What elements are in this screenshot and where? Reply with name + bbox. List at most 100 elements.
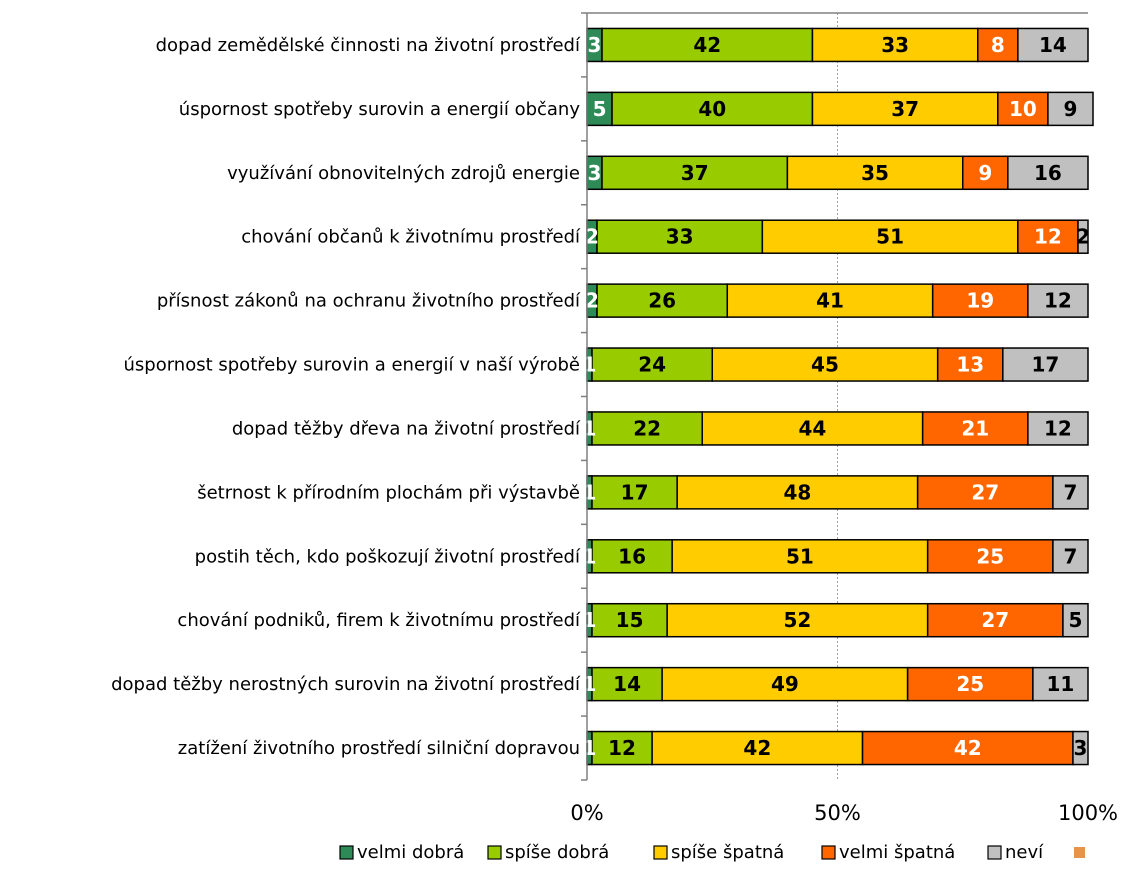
- legend-label: neví: [1005, 842, 1044, 863]
- bar-segment: [906, 666, 1034, 702]
- bar-segment: [596, 219, 764, 254]
- legend-swatch: [339, 845, 354, 860]
- category-label: využívání obnovitelných zdrojů energie: [227, 163, 580, 184]
- data-label: 33: [666, 225, 694, 249]
- x-tick-label: 50%: [814, 801, 861, 825]
- data-label: 5: [1069, 608, 1083, 632]
- data-label: 15: [616, 608, 644, 632]
- category-label: dopad zemědělské činnosti na životní pro…: [156, 35, 581, 56]
- data-label: 2: [1076, 225, 1090, 249]
- data-label: 12: [1044, 289, 1072, 313]
- data-label: 37: [681, 161, 709, 185]
- bars: [586, 27, 1094, 766]
- data-label: 14: [1039, 33, 1067, 57]
- category-labels: dopad zemědělské činnosti na životní pro…: [111, 35, 581, 759]
- bar-segment: [591, 666, 663, 702]
- data-label: 42: [743, 736, 771, 760]
- bar-segment: [936, 347, 1004, 382]
- category-label: dopad těžby dřeva na životní prostředí: [232, 418, 581, 439]
- bar-segment: [591, 602, 668, 638]
- data-label: 25: [956, 672, 984, 696]
- bar-segment: [1002, 347, 1089, 382]
- data-label: 42: [693, 33, 721, 57]
- data-label: 42: [954, 736, 982, 760]
- data-label: 1: [583, 672, 597, 696]
- data-label: 12: [1034, 225, 1062, 249]
- bar-segment: [711, 347, 939, 382]
- bar-segment: [586, 91, 613, 127]
- data-label: 8: [991, 33, 1005, 57]
- data-label: 3: [588, 33, 602, 57]
- bar-segment: [596, 283, 729, 318]
- bar-segment: [977, 27, 1019, 63]
- bar-segment: [962, 155, 1009, 191]
- data-label: 1: [583, 416, 597, 440]
- data-label: 16: [1034, 161, 1062, 185]
- bar-segment: [591, 411, 703, 446]
- category-label: zatížení životního prostředí silniční do…: [178, 738, 580, 759]
- bar-segment: [997, 91, 1049, 127]
- data-label: 41: [816, 289, 844, 313]
- data-label: 9: [1064, 97, 1078, 121]
- data-label: 51: [786, 544, 814, 568]
- data-label: 44: [799, 416, 827, 440]
- legend: velmi dobrá spíše dobrá spíše špatná velmi …: [339, 842, 1085, 863]
- bar-segment: [921, 411, 1029, 446]
- x-tick-labels: 0% 50% 100%: [570, 801, 1118, 825]
- bar-segment: [1047, 91, 1094, 127]
- legend-swatch: [487, 845, 502, 860]
- legend-label: velmi dobrá: [357, 842, 464, 863]
- category-label: úspornost spotřeby surovin a energií v n…: [123, 355, 580, 376]
- data-label: 48: [783, 480, 811, 504]
- category-label: šetrnost k přírodním plochám při výstavb…: [197, 482, 580, 503]
- bar-segment: [671, 539, 929, 574]
- data-label: 10: [1009, 97, 1037, 121]
- legend-swatch: [653, 845, 668, 860]
- bar-segment: [1017, 219, 1079, 254]
- bar-segment: [1052, 475, 1089, 510]
- legend-label: spíše špatná: [671, 842, 784, 863]
- data-label: 1: [583, 736, 597, 760]
- bar-segment: [931, 283, 1029, 318]
- bar-segment: [1007, 155, 1089, 191]
- data-label: 27: [981, 608, 1009, 632]
- legend-swatch: [821, 845, 836, 860]
- data-label: 16: [618, 544, 646, 568]
- data-label: 9: [978, 161, 992, 185]
- legend-label: spíše dobrá: [505, 842, 609, 863]
- category-label: přísnost zákonů na ochranu životního pro…: [157, 291, 581, 312]
- data-label: 21: [961, 416, 989, 440]
- bar-segment: [761, 219, 1019, 254]
- data-label: 35: [861, 161, 889, 185]
- data-label: 25: [976, 544, 1004, 568]
- data-label: 1: [583, 608, 597, 632]
- data-label: 1: [583, 353, 597, 377]
- data-label: 40: [698, 97, 726, 121]
- data-label: 17: [621, 480, 649, 504]
- bar-segment: [1052, 539, 1089, 574]
- bar-segment: [1072, 730, 1089, 766]
- data-label: 1: [583, 544, 597, 568]
- category-label: chování občanů k životnímu prostředí: [241, 227, 581, 248]
- data-label: 24: [638, 353, 666, 377]
- data-label: 19: [966, 289, 994, 313]
- data-label: 12: [608, 736, 636, 760]
- data-label: 51: [876, 225, 904, 249]
- bar-segment: [651, 730, 864, 766]
- x-tick-label: 0%: [570, 801, 603, 825]
- bar-segment: [1032, 666, 1089, 702]
- axes: [581, 12, 1088, 781]
- data-label: 33: [881, 33, 909, 57]
- data-label: 12: [1044, 416, 1072, 440]
- data-label: 37: [891, 97, 919, 121]
- bar-segment: [601, 27, 814, 63]
- data-label: 7: [1064, 480, 1078, 504]
- category-label: chování podniků, firem k životnímu prost…: [177, 610, 581, 631]
- category-label: postih těch, kdo poškozují životní prost…: [195, 546, 581, 567]
- bar-segment: [1027, 283, 1089, 318]
- data-label: 11: [1047, 672, 1075, 696]
- data-label: 1: [583, 480, 597, 504]
- data-label: 5: [593, 97, 607, 121]
- bar-segment: [676, 475, 919, 510]
